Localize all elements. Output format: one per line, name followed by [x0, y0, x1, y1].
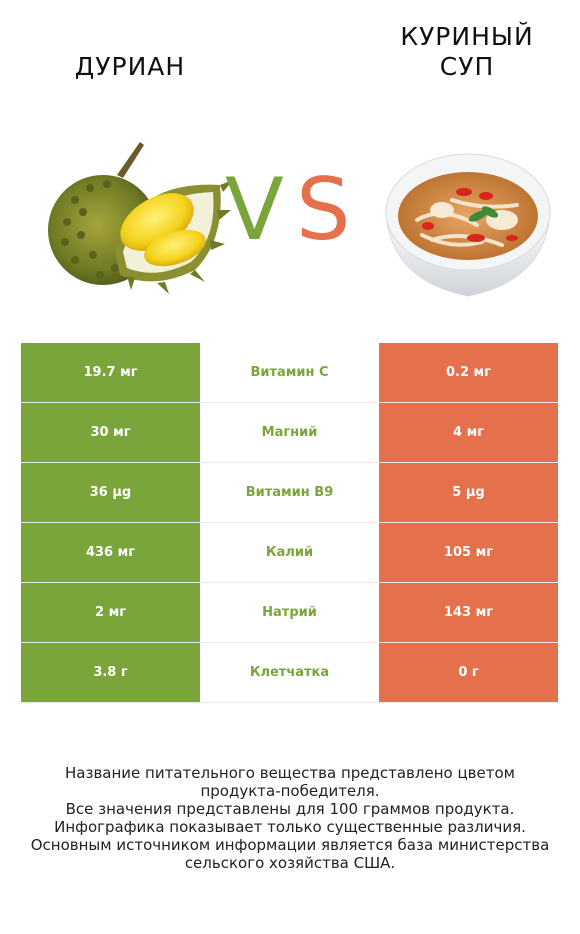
table-row: 36 µg Витамин B9 5 µg — [21, 462, 558, 523]
footer-line: сельского хозяйства США. — [184, 854, 396, 872]
right-value: 0.2 мг — [379, 343, 558, 403]
table-row: 30 мг Магний 4 мг — [21, 402, 558, 463]
left-value: 436 мг — [21, 522, 200, 583]
footer-line: Все значения представлены для 100 граммо… — [65, 800, 515, 818]
right-value: 4 мг — [379, 402, 558, 463]
table-row: 3.8 г Клетчатка 0 г — [21, 642, 558, 703]
left-value: 30 мг — [21, 402, 200, 463]
left-value: 2 мг — [21, 582, 200, 643]
nutrient-comparison-table: 19.7 мг Витамин C 0.2 мг 30 мг Магний 4 … — [21, 343, 558, 703]
right-value: 105 мг — [379, 522, 558, 583]
left-value: 3.8 г — [21, 642, 200, 703]
nutrient-name: Магний — [200, 402, 379, 463]
right-value: 0 г — [379, 642, 558, 703]
nutrient-name: Натрий — [200, 582, 379, 643]
right-product-title: КУРИНЫЙ СУП — [352, 22, 580, 82]
right-title-line-2: СУП — [439, 52, 495, 81]
nutrient-name: Калий — [200, 522, 379, 583]
table-row: 19.7 мг Витамин C 0.2 мг — [21, 343, 558, 403]
table-row: 2 мг Натрий 143 мг — [21, 582, 558, 643]
footer-line: Инфографика показывает только существенн… — [54, 818, 526, 836]
right-value: 143 мг — [379, 582, 558, 643]
right-value: 5 µg — [379, 462, 558, 523]
vs-letter-v: V — [225, 160, 284, 260]
footer-notes: Название питательного вещества представл… — [20, 764, 560, 872]
left-product-title: ДУРИАН — [74, 52, 186, 81]
nutrient-name: Витамин C — [200, 343, 379, 403]
table-row: 436 мг Калий 105 мг — [21, 522, 558, 583]
footer-line: Основным источником информации является … — [30, 836, 550, 854]
nutrient-name: Клетчатка — [200, 642, 379, 703]
footer-line: продукта-победителя. — [200, 782, 380, 800]
durian-image — [48, 142, 233, 294]
left-value: 19.7 мг — [21, 343, 200, 403]
footer-line: Название питательного вещества представл… — [65, 764, 515, 782]
left-value: 36 µg — [21, 462, 200, 523]
vs-letter-s: S — [296, 160, 351, 260]
right-title-line-1: КУРИНЫЙ — [400, 22, 534, 51]
chicken-soup-image — [385, 153, 551, 297]
nutrient-name: Витамин B9 — [200, 462, 379, 523]
